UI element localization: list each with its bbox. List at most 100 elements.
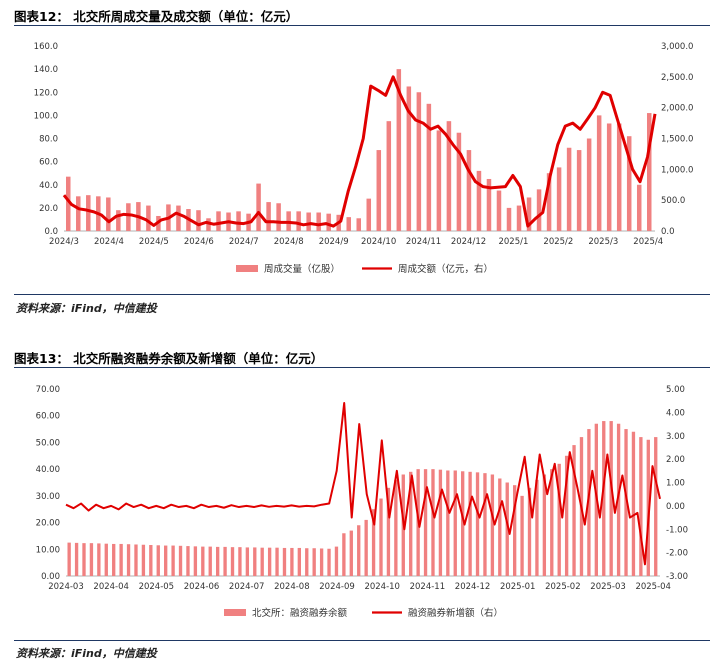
legend-bar-swatch bbox=[224, 609, 246, 616]
volume-bar bbox=[438, 469, 443, 576]
x-tick-label: 2024-06 bbox=[184, 582, 220, 592]
volume-bar bbox=[602, 421, 606, 576]
volume-bar bbox=[466, 150, 472, 231]
volume-bar bbox=[572, 445, 576, 576]
volume-bar bbox=[260, 547, 264, 576]
volume-bar bbox=[67, 542, 71, 576]
volume-bar bbox=[208, 546, 212, 576]
chart2-title: 图表13： 北交所融资融券余额及新增额（单位：亿元） bbox=[14, 351, 324, 366]
volume-bar bbox=[364, 519, 368, 576]
x-tick-label: 2025-01 bbox=[500, 582, 536, 592]
x-tick-label: 2024-04 bbox=[93, 582, 129, 592]
volume-bar bbox=[186, 546, 190, 576]
legend-bar-label: 北交所：融资融券余额 bbox=[252, 607, 348, 619]
volume-bar bbox=[376, 150, 382, 231]
volume-bar bbox=[305, 548, 309, 576]
volume-bar bbox=[86, 195, 91, 231]
chart2-source-rule bbox=[14, 640, 710, 641]
volume-bar bbox=[639, 437, 643, 576]
x-tick-label: 2024/3 bbox=[49, 237, 79, 247]
volume-bar bbox=[312, 548, 316, 576]
x-tick-label: 2024-05 bbox=[139, 582, 175, 592]
right-tick-label: 0.00 bbox=[666, 502, 685, 512]
volume-bar bbox=[366, 198, 372, 232]
left-tick-label: 100.0 bbox=[34, 111, 58, 121]
x-tick-label: 2024/6 bbox=[184, 237, 214, 247]
volume-bar bbox=[546, 173, 552, 231]
x-tick-label: 2024/5 bbox=[139, 237, 169, 247]
volume-bar bbox=[156, 545, 160, 576]
volume-bar bbox=[609, 421, 613, 576]
left-tick-label: 60.00 bbox=[36, 412, 60, 422]
volume-bar bbox=[346, 217, 351, 232]
left-tick-label: 50.00 bbox=[36, 438, 60, 448]
volume-bar bbox=[431, 469, 435, 576]
volume-bar bbox=[506, 207, 512, 232]
volume-bar bbox=[326, 213, 331, 231]
volume-bar bbox=[646, 113, 652, 231]
volume-bar bbox=[134, 544, 138, 576]
volume-bar bbox=[536, 189, 542, 232]
volume-bar bbox=[406, 86, 412, 231]
volume-bar bbox=[327, 548, 331, 576]
volume-bar bbox=[386, 487, 391, 576]
volume-bar bbox=[276, 203, 281, 231]
x-tick-label: 2024-07 bbox=[229, 582, 265, 592]
x-tick-label: 2025/3 bbox=[588, 237, 618, 247]
volume-bar bbox=[636, 184, 642, 231]
volume-bar bbox=[146, 205, 151, 231]
x-tick-label: 2025-02 bbox=[545, 582, 581, 592]
left-tick-label: 20.00 bbox=[36, 519, 60, 529]
volume-bar bbox=[564, 455, 569, 576]
volume-bar bbox=[396, 69, 402, 232]
x-tick-label: 2024-12 bbox=[455, 582, 491, 592]
volume-bar bbox=[149, 545, 153, 576]
volume-bar bbox=[416, 92, 422, 231]
left-tick-label: 160.0 bbox=[34, 42, 58, 52]
left-tick-label: 70.00 bbox=[36, 385, 60, 395]
series-line bbox=[65, 402, 661, 566]
volume-bar bbox=[349, 530, 353, 576]
volume-bar bbox=[306, 212, 311, 231]
x-tick-label: 2025-03 bbox=[590, 582, 626, 592]
x-tick-label: 2024/10 bbox=[361, 237, 396, 247]
legend-bar-label: 周成交量（亿股） bbox=[264, 263, 340, 275]
x-tick-label: 2024/12 bbox=[451, 237, 486, 247]
volume-bar bbox=[193, 546, 198, 576]
volume-bar bbox=[556, 167, 562, 231]
volume-bar bbox=[216, 211, 221, 231]
volume-bar bbox=[616, 123, 622, 231]
volume-bar bbox=[104, 543, 108, 576]
x-tick-label: 2025/4 bbox=[633, 237, 663, 247]
x-tick-label: 2024-03 bbox=[48, 582, 84, 592]
volume-bar bbox=[371, 509, 376, 576]
left-tick-label: 0.00 bbox=[41, 572, 60, 582]
volume-bar bbox=[596, 115, 602, 232]
right-tick-label: 2,000.0 bbox=[661, 104, 693, 114]
volume-bar bbox=[176, 205, 181, 231]
volume-bar bbox=[586, 138, 592, 231]
volume-bar bbox=[253, 547, 257, 576]
volume-bar bbox=[626, 136, 632, 231]
chart1-title-rule bbox=[14, 25, 710, 26]
volume-bar bbox=[230, 547, 235, 576]
volume-bar bbox=[587, 429, 591, 576]
chart2-plot: 70.00 60.00 50.00 40.00 30.00 20.00 10.00 0.00 5… bbox=[36, 385, 688, 619]
volume-bar bbox=[475, 472, 480, 576]
x-tick-label: 2025/1 bbox=[498, 237, 528, 247]
volume-bar bbox=[164, 545, 168, 576]
volume-bar bbox=[624, 429, 628, 576]
volume-bar bbox=[616, 423, 621, 576]
volume-bar bbox=[223, 546, 227, 576]
left-tick-label: 40.00 bbox=[36, 465, 60, 475]
volume-bar bbox=[566, 147, 572, 231]
x-tick-label: 2024/8 bbox=[274, 237, 304, 247]
volume-bar bbox=[512, 485, 517, 576]
right-tick-label: 5.00 bbox=[666, 385, 685, 395]
volume-bar bbox=[126, 203, 131, 231]
volume-bar bbox=[82, 543, 86, 576]
x-tick-label: 2024/11 bbox=[406, 237, 441, 247]
right-tick-label: 3.00 bbox=[666, 432, 685, 442]
volume-bar bbox=[476, 170, 482, 232]
right-tick-label: -2.00 bbox=[666, 549, 688, 559]
